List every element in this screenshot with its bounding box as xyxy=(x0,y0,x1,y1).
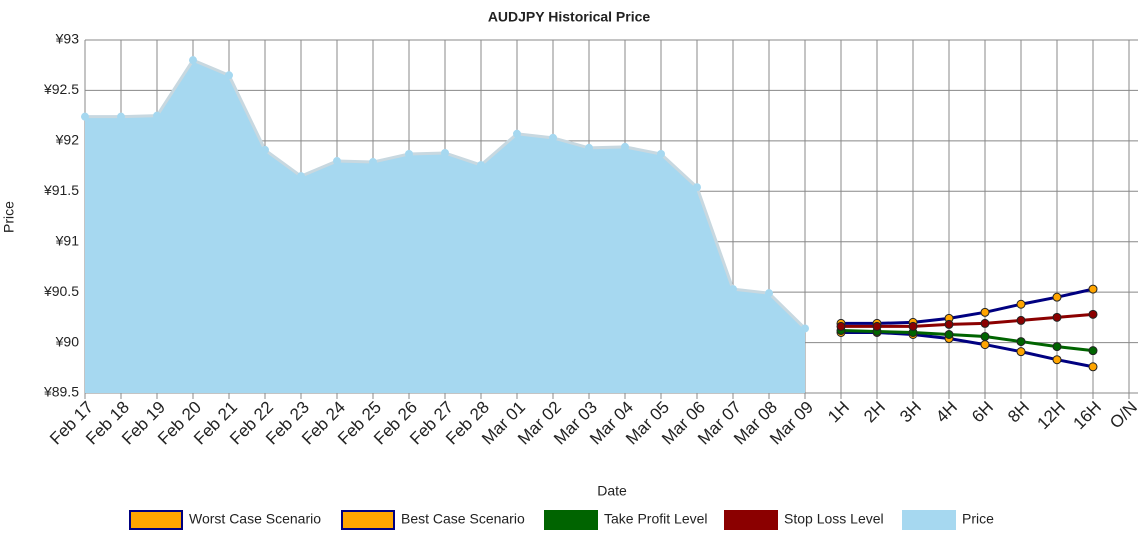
point xyxy=(1088,284,1098,294)
legend-label: Price xyxy=(962,511,994,527)
y-tick-label: ¥92 xyxy=(55,132,80,148)
x-tick-label: 6H xyxy=(968,398,997,427)
legend-swatch xyxy=(129,510,183,530)
series-line xyxy=(841,312,1094,328)
legend-swatch xyxy=(544,510,598,530)
legend-swatch xyxy=(724,510,778,530)
point xyxy=(369,158,377,167)
point xyxy=(621,142,629,151)
point xyxy=(261,145,269,154)
x-tick-label: 12H xyxy=(1034,398,1069,433)
chart-title: AUDJPY Historical Price xyxy=(488,9,651,25)
x-tick-label: 16H xyxy=(1070,398,1105,433)
y-tick-label: ¥93 xyxy=(55,31,80,47)
y-tick-label: ¥91.5 xyxy=(43,182,79,198)
y-axis-label: Price xyxy=(1,201,17,233)
point xyxy=(189,56,197,65)
point xyxy=(153,111,161,120)
price-area xyxy=(85,60,805,394)
point xyxy=(1016,337,1026,347)
point xyxy=(1088,346,1098,356)
point xyxy=(1052,312,1062,322)
point xyxy=(657,149,665,158)
legend-label: Take Profit Level xyxy=(604,511,708,527)
point xyxy=(1088,362,1098,372)
x-tick-label: 2H xyxy=(860,398,889,427)
x-tick-label: 4H xyxy=(932,398,961,427)
point xyxy=(801,324,809,333)
point xyxy=(980,318,990,328)
x-tick-label: 1H xyxy=(824,398,853,427)
point xyxy=(1088,309,1098,319)
point xyxy=(477,161,485,170)
point xyxy=(980,340,990,350)
point xyxy=(980,307,990,317)
y-tick-label: ¥90.5 xyxy=(43,283,79,299)
series-line xyxy=(841,287,1094,325)
legend-swatch xyxy=(341,510,395,530)
point xyxy=(944,330,954,340)
plot xyxy=(81,56,1098,394)
point xyxy=(297,172,305,181)
y-tick-label: ¥91 xyxy=(55,232,80,248)
x-tick-label: 8H xyxy=(1004,398,1033,427)
point xyxy=(441,148,449,157)
legend-label: Worst Case Scenario xyxy=(189,511,321,527)
legend-swatch xyxy=(902,510,956,530)
point xyxy=(333,157,341,166)
point xyxy=(693,183,701,192)
point xyxy=(980,332,990,342)
point xyxy=(944,319,954,329)
series-line xyxy=(840,328,1094,353)
point xyxy=(836,321,846,331)
point xyxy=(1016,347,1026,357)
point xyxy=(513,129,521,138)
point xyxy=(225,71,233,80)
legend-label: Stop Loss Level xyxy=(784,511,884,527)
point xyxy=(1016,315,1026,325)
point xyxy=(117,112,125,121)
point xyxy=(405,149,413,158)
y-tick-label: ¥92.5 xyxy=(43,81,79,97)
x-axis-label: Date xyxy=(597,483,627,499)
x-tick-label: O/N xyxy=(1106,398,1138,433)
point xyxy=(729,285,737,294)
point xyxy=(549,133,557,142)
point xyxy=(1052,355,1062,365)
point xyxy=(585,143,593,152)
y-tick-label: ¥90 xyxy=(55,333,80,349)
x-tick-label: 3H xyxy=(896,398,925,427)
point xyxy=(872,321,882,331)
point xyxy=(765,289,773,298)
point xyxy=(1016,299,1026,309)
y-tick-label: ¥89.5 xyxy=(43,384,79,400)
point xyxy=(81,112,89,121)
point xyxy=(1052,292,1062,302)
point xyxy=(908,321,918,331)
point xyxy=(1052,342,1062,352)
legend-label: Best Case Scenario xyxy=(401,511,525,527)
